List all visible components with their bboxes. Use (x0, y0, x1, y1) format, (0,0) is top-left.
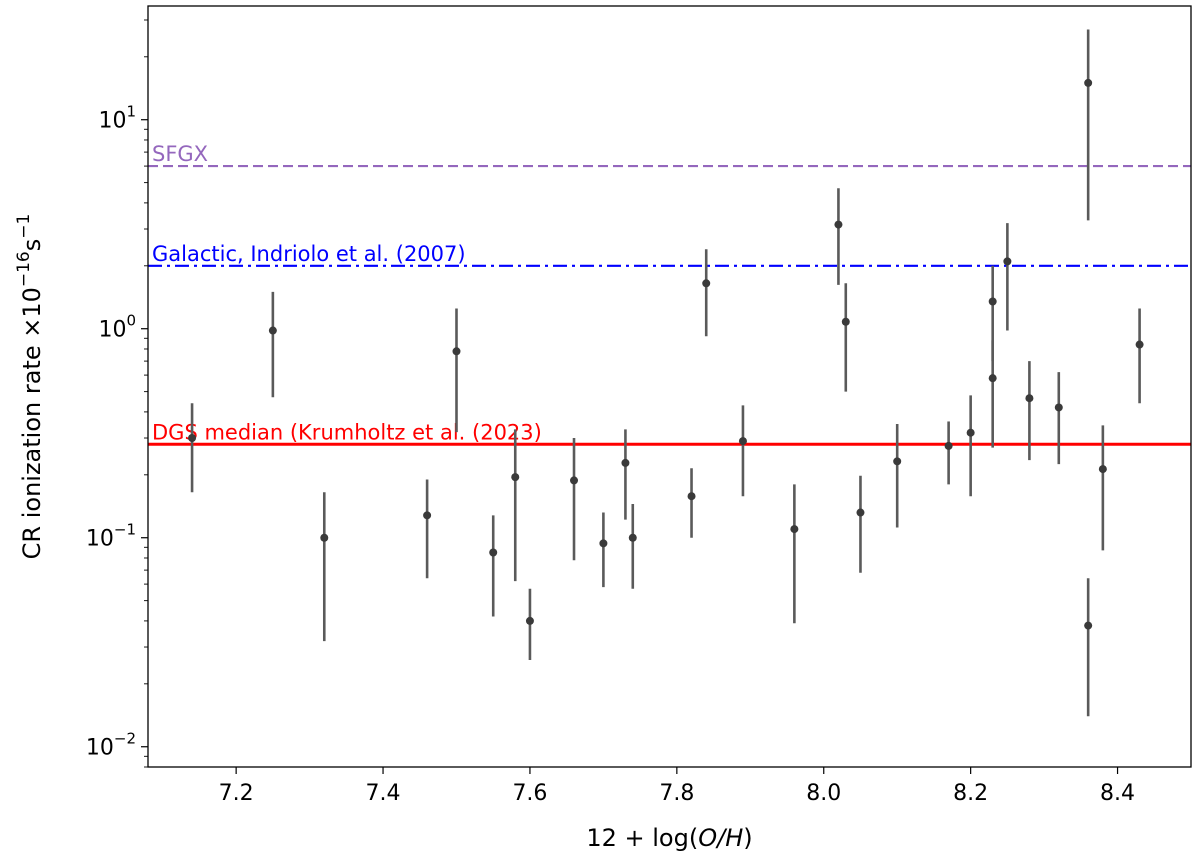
data-point-15 (790, 525, 799, 534)
reference-line-label-2: DGS median (Krumholtz et al. (2023) (152, 420, 542, 444)
data-point-29 (1098, 465, 1107, 474)
y-axis-label: CR ionization rate ×10−16s−1 (14, 214, 46, 560)
data-point-8 (570, 476, 579, 485)
data-point-0 (188, 434, 197, 443)
y-tick-label-0: 10−2 (86, 730, 136, 761)
data-point-11 (628, 533, 637, 542)
data-point-24 (1003, 257, 1012, 266)
data-point-28 (1084, 621, 1093, 630)
data-point-9 (599, 539, 608, 548)
data-point-17 (841, 317, 850, 326)
x-axis-label-italic: O/H (698, 824, 743, 852)
data-point-7 (525, 616, 534, 625)
x-axis-label: 12 + log(O/H) (586, 824, 752, 852)
data-point-19 (893, 457, 902, 466)
data-point-30 (1135, 340, 1144, 349)
data-point-25 (1025, 394, 1034, 403)
y-tick-label-1: 10−1 (86, 521, 136, 552)
data-point-1 (268, 326, 277, 335)
data-point-14 (738, 437, 747, 446)
reference-lines-layer: SFGX Galactic, Indriolo et al. (2007) DGS … (148, 142, 1191, 446)
x-axis-label-pre: 12 + log( (586, 824, 698, 852)
y-axis-label-exp: −16 (14, 251, 34, 287)
x-axis-label-post: ) (743, 824, 752, 852)
data-point-4 (452, 347, 461, 356)
data-points-layer (188, 78, 1144, 630)
y-tick-label-3: 101 (98, 103, 136, 134)
data-point-21 (966, 428, 975, 437)
x-tick-label-1: 7.4 (366, 781, 401, 806)
plot-frame (147, 5, 1192, 768)
y-axis-label-unit-exp: −1 (14, 214, 34, 239)
data-point-20 (944, 441, 953, 450)
x-tick-label-5: 8.2 (953, 781, 988, 806)
y-axis-label-text: CR ionization rate ×10 (18, 287, 46, 559)
x-tick-label-3: 7.8 (659, 781, 694, 806)
data-point-6 (511, 473, 520, 482)
data-point-10 (621, 458, 630, 467)
data-point-18 (856, 508, 865, 517)
error-bars-layer (190, 29, 1141, 717)
data-point-3 (423, 511, 432, 520)
x-tick-label-0: 7.2 (219, 781, 254, 806)
x-tick-label-2: 7.6 (512, 781, 547, 806)
y-tick-label-2: 100 (98, 312, 136, 343)
data-point-27 (1084, 78, 1093, 87)
reference-line-label-1: Galactic, Indriolo et al. (2007) (152, 242, 466, 266)
data-point-23 (988, 374, 997, 383)
ticks-layer: 7.2 7.4 7.6 7.8 8.0 8.2 8.4 10−2 10−1 100 101 (86, 19, 1135, 806)
data-point-2 (320, 533, 329, 542)
data-point-22 (988, 297, 997, 306)
data-point-12 (687, 492, 696, 501)
x-tick-label-6: 8.4 (1100, 781, 1135, 806)
data-point-26 (1054, 403, 1063, 412)
data-point-13 (702, 279, 711, 288)
data-point-5 (489, 548, 498, 557)
data-point-16 (834, 220, 843, 229)
y-axis-label-unit: s (18, 239, 46, 252)
reference-line-label-0: SFGX (152, 142, 208, 166)
x-tick-label-4: 8.0 (806, 781, 841, 806)
